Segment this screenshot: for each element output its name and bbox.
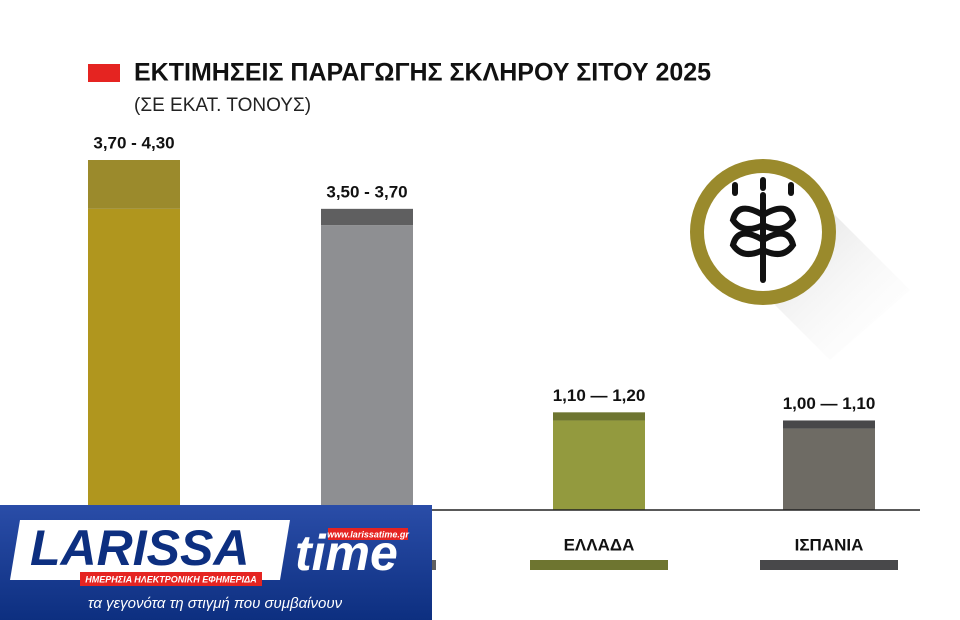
logo: LARISSA time www.larissatime.gr ΗΜΕΡΗΣΙΑ… — [0, 505, 432, 620]
logo-tagline: ΗΜΕΡΗΣΙΑ ΗΛΕΚΤΡΟΝΙΚΗ ΕΦΗΜΕΡΙΔΑ — [85, 574, 256, 584]
category-underline — [760, 560, 898, 570]
logo-name: LARISSA — [30, 520, 249, 576]
x-tick-label: ΕΛΛΑΔΑ — [564, 535, 635, 554]
x-tick-label: ΙΣΠΑΝΙΑ — [795, 535, 864, 554]
bar-range — [553, 412, 645, 421]
wheat-icon — [690, 159, 910, 360]
bar — [553, 420, 645, 510]
bar — [783, 428, 875, 510]
bar-range — [88, 160, 180, 209]
value-label: 3,50 - 3,70 — [326, 182, 407, 201]
bar — [321, 225, 413, 510]
bar-range — [783, 420, 875, 429]
chart-title: ΕΚΤΙΜΗΣΕΙΣ ΠΑΡΑΓΩΓΗΣ ΣΚΛΗΡΟΥ ΣΙΤΟΥ 2025 — [134, 59, 711, 87]
value-label: 3,70 - 4,30 — [93, 133, 174, 152]
category-underline — [530, 560, 668, 570]
bar-range — [321, 208, 413, 226]
logo-url: www.larissatime.gr — [327, 529, 409, 539]
title-marker — [88, 64, 120, 82]
value-label: 1,00 — 1,10 — [783, 394, 876, 413]
logo-slogan: τα γεγονότα τη στιγμή που συμβαίνουν — [88, 595, 343, 612]
value-label: 1,10 — 1,20 — [553, 386, 646, 405]
bar — [88, 208, 180, 510]
chart-subtitle: (ΣΕ ΕΚΑΤ. ΤΟΝΟΥΣ) — [134, 95, 311, 116]
